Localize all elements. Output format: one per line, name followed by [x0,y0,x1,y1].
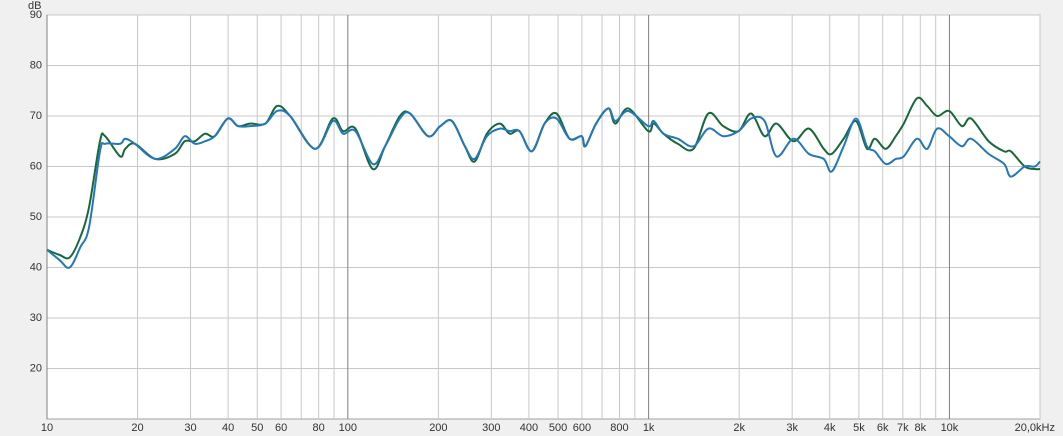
x-tick-label: 200 [429,422,447,434]
x-tick-label: 6k [877,422,889,434]
y-tick-label: 40 [30,261,42,273]
x-tick-label: 600 [573,422,591,434]
x-tick-label: 5k [853,422,865,434]
x-tick-label: 10k [941,422,959,434]
y-tick-label: 20 [30,362,42,374]
x-tick-label: 30 [184,422,196,434]
y-tick-label: 90 [30,9,42,21]
x-tick-label: 80 [313,422,325,434]
x-tick-label: 2k [733,422,745,434]
x-tick-label: 1k [643,422,655,434]
x-tick-label: 20,0kHz [1015,422,1055,434]
x-tick-label: 400 [520,422,538,434]
x-tick-label: 7k [897,422,909,434]
y-axis-label: dB [28,0,41,12]
x-tick-label: 800 [610,422,628,434]
series-line [46,107,1041,269]
y-tick-label: 60 [30,160,42,172]
x-tick-label: 50 [251,422,263,434]
x-tick-label: 60 [275,422,287,434]
x-tick-label: 3k [786,422,798,434]
series-line [46,96,1041,260]
y-tick-label: 50 [30,211,42,223]
y-tick-label: 80 [30,59,42,71]
x-tick-label: 300 [482,422,500,434]
x-tick-label: 8k [914,422,926,434]
y-tick-label: 70 [30,110,42,122]
y-tick-label: 30 [30,312,42,324]
x-tick-label: 4k [824,422,836,434]
x-tick-label: 10 [41,422,53,434]
x-tick-label: 100 [339,422,357,434]
x-tick-label: 500 [549,422,567,434]
x-tick-label: 40 [222,422,234,434]
x-tick-label: 20 [131,422,143,434]
